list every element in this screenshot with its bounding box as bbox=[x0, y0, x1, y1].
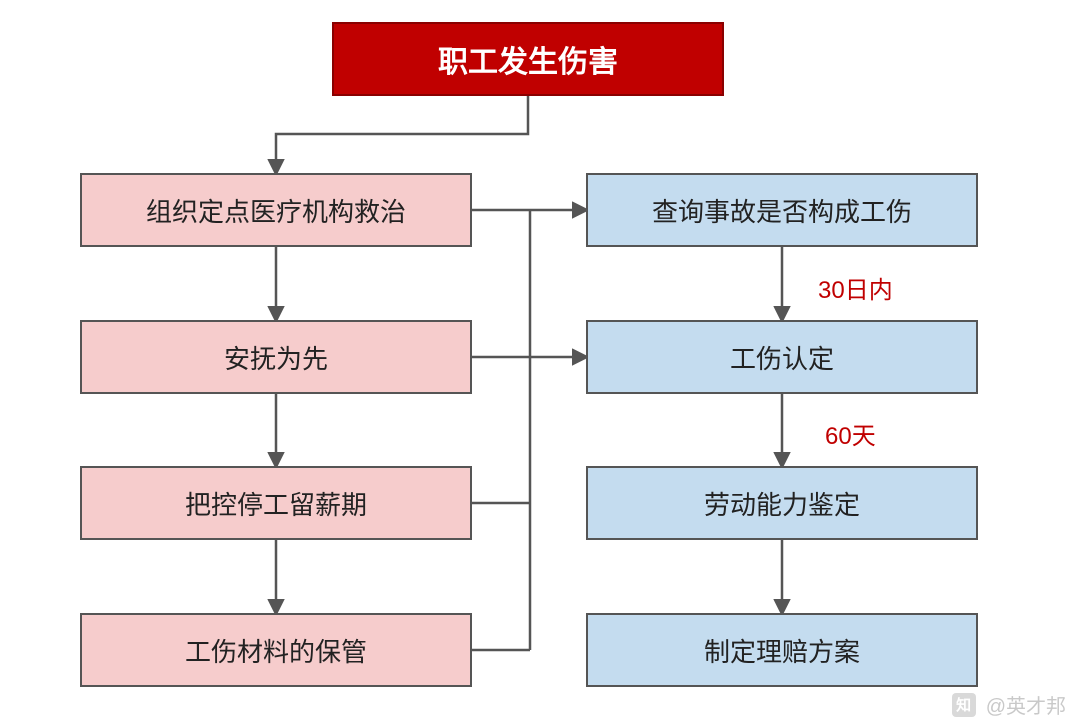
node-n1: 组织定点医疗机构救治 bbox=[80, 173, 472, 247]
node-n8: 制定理赔方案 bbox=[586, 613, 978, 687]
node-n0: 职工发生伤害 bbox=[332, 22, 724, 96]
edge-label-30days: 30日内 bbox=[818, 270, 893, 305]
node-n2: 安抚为先 bbox=[80, 320, 472, 394]
node-n6: 工伤认定 bbox=[586, 320, 978, 394]
node-n5: 查询事故是否构成工伤 bbox=[586, 173, 978, 247]
zhihu-icon: 知 bbox=[952, 693, 976, 717]
node-n3: 把控停工留薪期 bbox=[80, 466, 472, 540]
edge-label-60days: 60天 bbox=[825, 416, 876, 451]
watermark-text: @英才邦 bbox=[986, 690, 1066, 719]
watermark: 知 @英才邦 bbox=[952, 690, 1066, 719]
node-n4: 工伤材料的保管 bbox=[80, 613, 472, 687]
node-n7: 劳动能力鉴定 bbox=[586, 466, 978, 540]
